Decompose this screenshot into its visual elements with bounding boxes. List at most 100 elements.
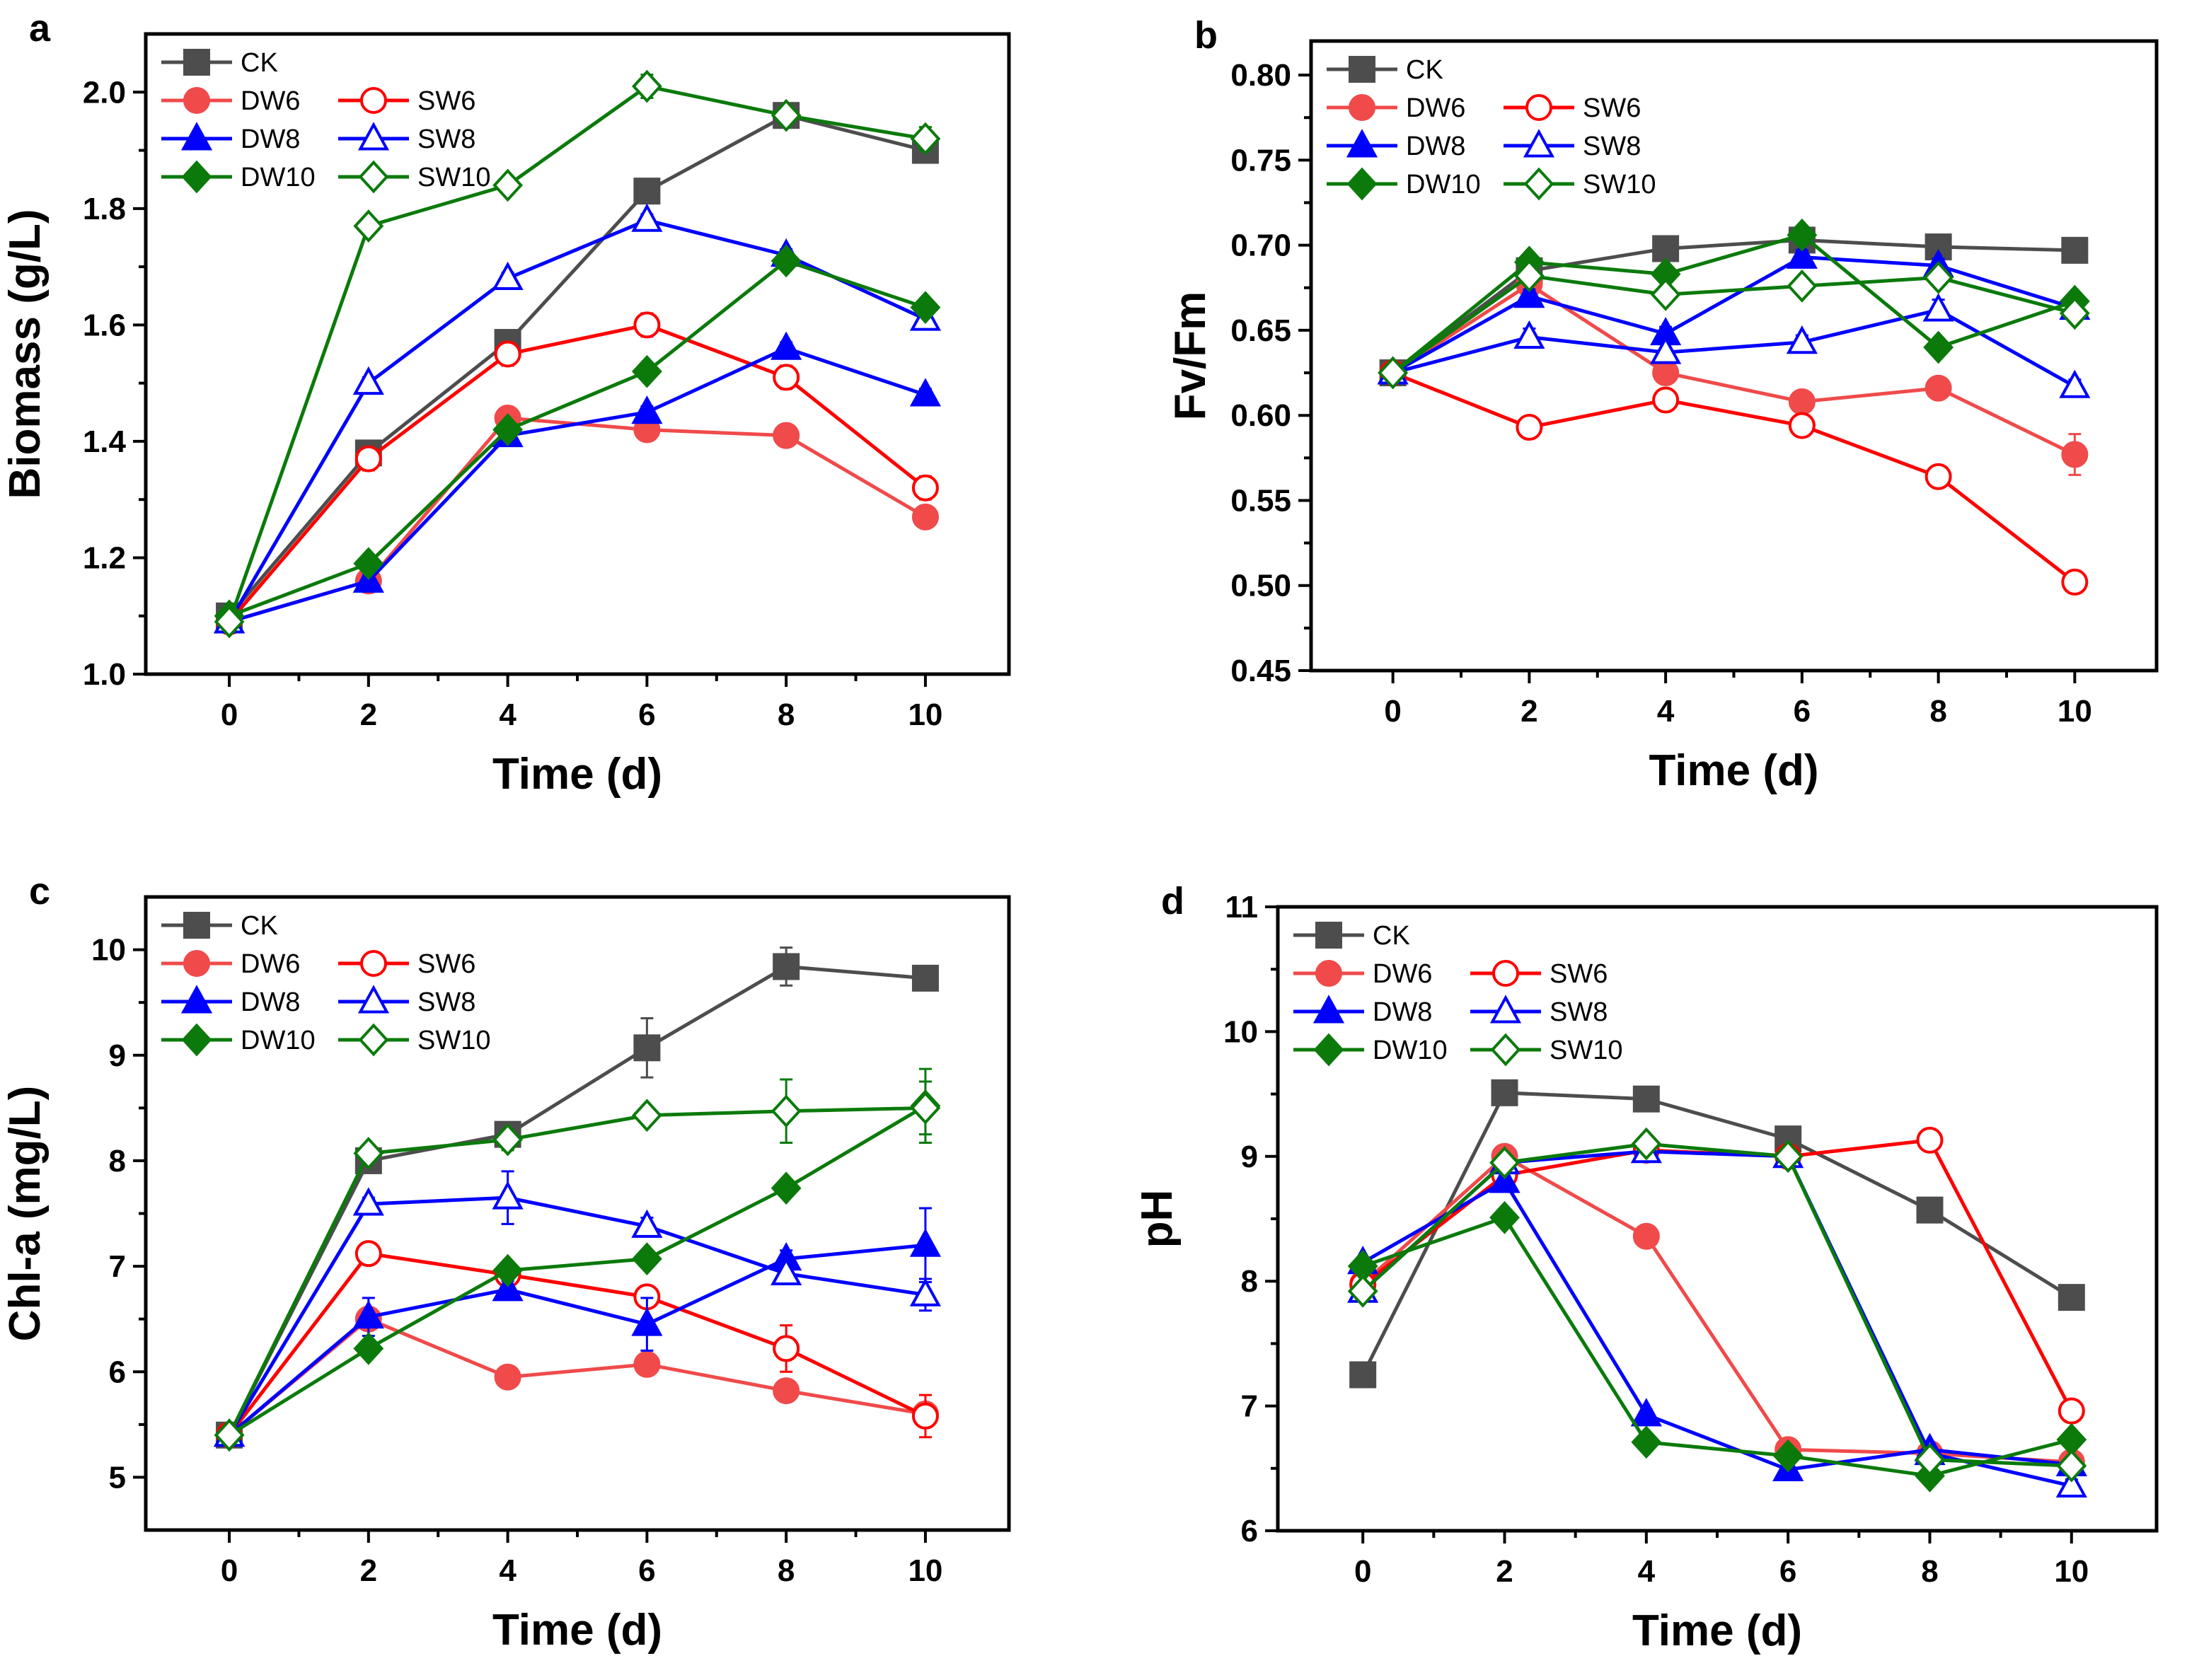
data-point bbox=[771, 1171, 802, 1205]
legend-label: SW8 bbox=[417, 987, 475, 1017]
data-point bbox=[911, 1402, 939, 1430]
data-point bbox=[1916, 1126, 1944, 1154]
legend-label: SW10 bbox=[417, 1026, 490, 1055]
data-point bbox=[910, 122, 941, 156]
data-point bbox=[1772, 1439, 1804, 1473]
data-point bbox=[1631, 1425, 1662, 1459]
y-tick-label: 5 bbox=[109, 1460, 126, 1495]
data-point bbox=[771, 331, 802, 360]
legend-entry-DW10: DW10 bbox=[1327, 167, 1481, 201]
data-point bbox=[1489, 1200, 1520, 1234]
data-point bbox=[1786, 325, 1818, 354]
data-point bbox=[910, 291, 941, 325]
x-tick-label: 4 bbox=[499, 1553, 517, 1588]
y-tick-label: 0.50 bbox=[1230, 569, 1291, 603]
data-point bbox=[492, 1253, 524, 1287]
data-point bbox=[2058, 1284, 2085, 1311]
data-point bbox=[1347, 1274, 1378, 1308]
data-point bbox=[773, 1377, 800, 1405]
series-line bbox=[1361, 1179, 2072, 1472]
legend-entry-DW10: DW10 bbox=[161, 1023, 316, 1057]
legend-entry-DW6: DW6 bbox=[161, 86, 300, 116]
legend-label: DW6 bbox=[241, 949, 300, 979]
panel-letter: d bbox=[1161, 880, 1184, 922]
data-point bbox=[911, 503, 939, 531]
data-point bbox=[631, 395, 663, 424]
y-axis-title: Chl-a (mg/L) bbox=[1, 1086, 50, 1342]
data-point bbox=[352, 1299, 384, 1329]
data-point bbox=[633, 311, 661, 339]
data-point bbox=[1922, 293, 1954, 322]
data-point bbox=[1925, 374, 1952, 402]
x-tick-label: 8 bbox=[1921, 1554, 1938, 1589]
x-tick-label: 8 bbox=[1929, 694, 1946, 729]
data-point bbox=[2061, 236, 2089, 264]
x-tick-label: 2 bbox=[1496, 1554, 1513, 1589]
data-point bbox=[1489, 1146, 1520, 1179]
x-tick-label: 8 bbox=[778, 697, 795, 732]
legend-marker bbox=[1313, 1033, 1344, 1067]
data-point bbox=[1650, 335, 1682, 364]
data-point bbox=[1491, 1079, 1518, 1106]
legend-label: DW10 bbox=[241, 1026, 316, 1055]
data-point bbox=[909, 1228, 942, 1257]
legend-marker bbox=[183, 87, 210, 114]
data-point bbox=[631, 69, 662, 103]
legend-label: SW6 bbox=[1550, 959, 1608, 989]
data-point bbox=[909, 1278, 942, 1307]
legend-entry-DW8: DW8 bbox=[1327, 129, 1465, 161]
data-point bbox=[1632, 1222, 1660, 1250]
legend-marker bbox=[1490, 1033, 1521, 1067]
panel-letter: b bbox=[1194, 14, 1218, 57]
series-line bbox=[228, 1251, 927, 1437]
data-point bbox=[214, 605, 245, 639]
y-tick-label: 2.0 bbox=[83, 75, 126, 110]
data-point bbox=[1923, 260, 1954, 294]
x-tick-label: 8 bbox=[778, 1553, 795, 1588]
data-point bbox=[771, 98, 802, 132]
legend-marker bbox=[360, 87, 387, 114]
data-point bbox=[1916, 1196, 1944, 1224]
series-line bbox=[1362, 1215, 2072, 1478]
series-line bbox=[1361, 1154, 2072, 1464]
legend-label: DW8 bbox=[1406, 132, 1465, 161]
legend-entry-SW8: SW8 bbox=[338, 122, 475, 154]
legend-entry-CK: CK bbox=[1293, 921, 1410, 951]
series-line bbox=[228, 1317, 926, 1437]
series-line bbox=[227, 1106, 925, 1436]
legend-label: SW6 bbox=[417, 86, 475, 116]
data-point bbox=[633, 178, 661, 205]
legend-entry-SW10: SW10 bbox=[1504, 167, 1656, 201]
series-line bbox=[1392, 371, 2076, 584]
data-point bbox=[353, 547, 384, 581]
legend-entry-SW6: SW6 bbox=[1470, 959, 1608, 989]
y-tick-label: 0.80 bbox=[1230, 58, 1291, 93]
legend-entry-SW6: SW6 bbox=[1504, 93, 1641, 123]
data-point bbox=[2061, 441, 2089, 468]
data-point bbox=[354, 445, 382, 473]
legend: CK DW6 SW6 DW8 SW8 DW10 SW10 bbox=[1327, 55, 1656, 201]
legend-entry-SW10: SW10 bbox=[338, 1023, 490, 1057]
x-tick-label: 6 bbox=[638, 697, 655, 732]
y-tick-label: 0.65 bbox=[1230, 313, 1291, 348]
series-DW6 bbox=[1349, 1142, 2085, 1476]
series-line bbox=[1392, 233, 2076, 374]
legend-label: DW8 bbox=[241, 124, 300, 154]
data-point bbox=[2058, 1397, 2085, 1425]
y-axis-title: Fv/Fm bbox=[1166, 291, 1215, 421]
y-tick-label: 8 bbox=[1241, 1264, 1258, 1299]
legend-entry-SW6: SW6 bbox=[338, 86, 475, 116]
chart-panel-a: 0 2 4 6 8 10 1.0 1.2 1.4 1.6 1.8 2.0 Time (d) Biomass… bbox=[1, 7, 1011, 799]
legend-label: DW6 bbox=[241, 86, 300, 116]
series-line bbox=[1361, 1091, 2073, 1376]
series-DW10 bbox=[1347, 1200, 2087, 1493]
data-point bbox=[773, 1335, 800, 1362]
data-point bbox=[492, 1273, 524, 1302]
data-point bbox=[2059, 296, 2090, 330]
series-SW10 bbox=[1378, 259, 2090, 390]
series-SW8 bbox=[213, 203, 942, 634]
series-line bbox=[1392, 282, 2076, 456]
legend-marker bbox=[1346, 167, 1378, 201]
data-point bbox=[771, 244, 802, 278]
